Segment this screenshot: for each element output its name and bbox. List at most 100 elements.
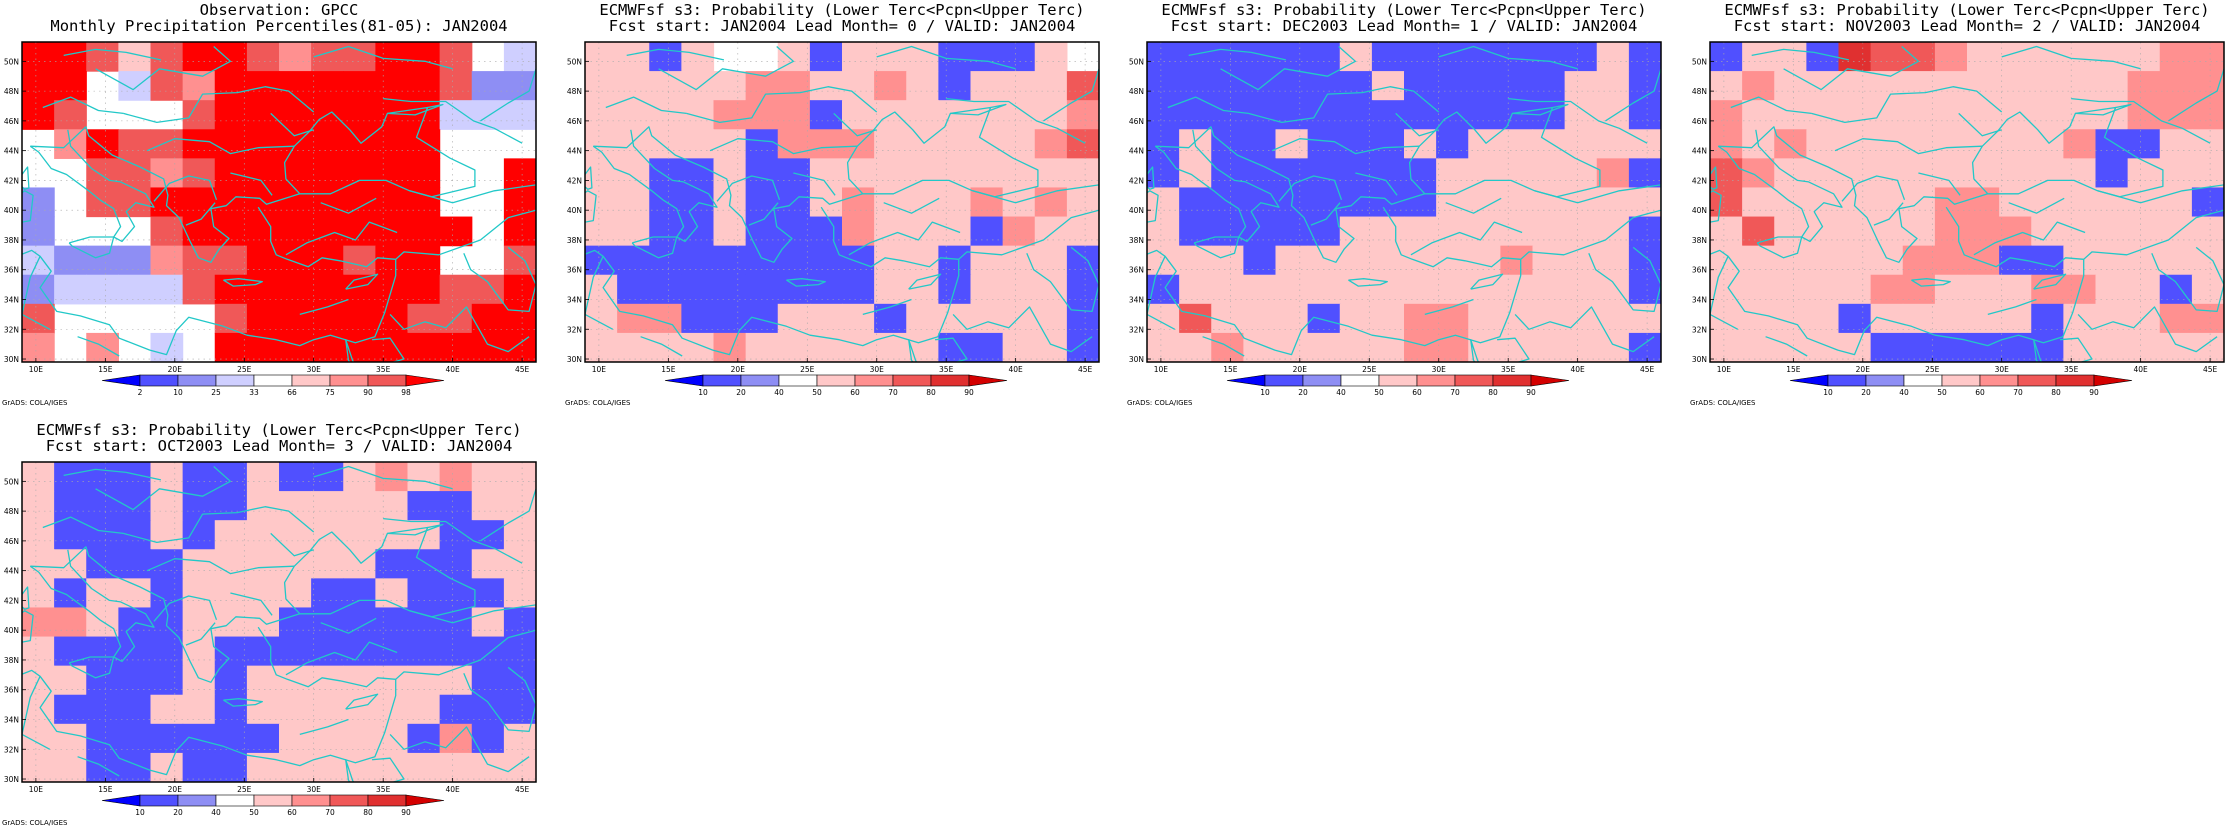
coastline <box>2077 306 2218 353</box>
grid-cell <box>1742 274 1775 305</box>
grid-cell <box>118 607 152 638</box>
grid-cell <box>1902 187 1936 218</box>
grid-cell <box>54 665 87 696</box>
lon-tick-label: 45E <box>515 365 530 374</box>
lon-tick-label: 15E <box>1223 365 1238 374</box>
grid-cell <box>471 491 505 521</box>
coastline <box>1873 202 1904 226</box>
grid-cell <box>1596 129 1630 159</box>
grid-cell <box>1838 71 1872 101</box>
coastline <box>345 273 379 290</box>
colorbar-label: 40 <box>774 388 784 397</box>
grid-cell <box>713 129 747 159</box>
grid-cell <box>1275 216 1309 247</box>
grid-cell <box>970 332 1004 362</box>
grid-cell <box>1500 71 1534 101</box>
map-frame <box>21 461 537 783</box>
grid-cell <box>1243 274 1277 305</box>
grid-cell <box>1564 158 1598 189</box>
grid-cell <box>86 42 119 72</box>
lat-tick-label: 38N <box>4 236 19 245</box>
coastline <box>1783 46 1920 91</box>
grid-cell <box>54 462 87 492</box>
coastline <box>1193 236 1240 259</box>
grid-cell <box>777 71 811 101</box>
grid-cell <box>1179 187 1212 218</box>
coastline <box>1973 221 2086 256</box>
graticule <box>22 462 536 782</box>
grid-cell <box>2127 100 2161 130</box>
colorbar-1: 2 10 25 33 66 75 90 98 <box>101 374 445 397</box>
coastline <box>63 468 162 481</box>
grid-cell <box>906 187 939 218</box>
lon-tick-label: 25E <box>237 365 252 374</box>
grid-cell <box>54 520 87 550</box>
lon-tick-label: 35E <box>376 365 391 374</box>
coastline <box>389 306 530 353</box>
colorbar-label: 25 <box>211 388 221 397</box>
coastline <box>77 336 120 357</box>
coastline <box>658 46 795 91</box>
lon-tick-label: 40E <box>446 785 461 794</box>
grid-cell <box>1275 274 1309 305</box>
grid-cell <box>1243 332 1277 362</box>
lat-tick-label: 50N <box>4 477 19 486</box>
colorbar-box <box>1454 374 1494 387</box>
lon-tick-label: 25E <box>237 785 252 794</box>
coastline <box>1438 45 1578 70</box>
grid-cell <box>311 462 344 492</box>
grid-cell <box>375 549 409 579</box>
grid-cell <box>246 129 280 159</box>
grid-cell <box>1742 100 1775 130</box>
grid-cell <box>503 752 536 782</box>
grid-cell <box>1532 303 1566 334</box>
coastlines <box>1147 45 1661 362</box>
grid-cell <box>343 694 376 725</box>
colorbar-label: 20 <box>1298 388 1308 397</box>
coastline <box>2151 246 2224 313</box>
grid-cell <box>1404 158 1437 189</box>
grid-cell <box>54 694 87 725</box>
lon-tick-label: 20E <box>168 365 183 374</box>
lon-tick-label: 20E <box>168 785 183 794</box>
lon-tick-label: 25E <box>1362 365 1377 374</box>
lon-tick-label: 15E <box>98 785 113 794</box>
lat-tick-label: 30N <box>4 355 19 364</box>
grid-cell <box>649 100 682 130</box>
grid-cell <box>407 462 441 492</box>
grid-cell <box>86 274 119 305</box>
grid-cell <box>54 491 87 521</box>
grid-cell <box>2191 274 2224 305</box>
grid-cell <box>182 274 216 305</box>
grid-cell <box>279 578 312 609</box>
grid-cell <box>86 665 119 696</box>
lat-tick-label: 42N <box>4 596 19 605</box>
grid-cell <box>1564 71 1598 101</box>
lat-tick-label: 30N <box>4 775 19 784</box>
grid-cell <box>503 158 536 189</box>
grid-cell <box>1564 216 1598 247</box>
grid-cell <box>279 636 312 667</box>
grid-cell <box>970 129 1004 159</box>
grid-cell <box>1243 303 1277 334</box>
grid-cell <box>1999 129 2032 159</box>
grid-cell <box>1371 274 1405 305</box>
coastline <box>640 336 683 357</box>
grid-cell <box>407 158 441 189</box>
grid-cell <box>279 694 312 725</box>
colorbar-4: 10 20 40 50 60 70 80 90 <box>1789 374 2133 397</box>
grid-cell <box>471 274 505 305</box>
grid-cell <box>1211 71 1244 101</box>
grid-cell <box>311 491 344 521</box>
grid-cell <box>375 42 409 72</box>
grid-cell <box>2031 303 2064 334</box>
grid-cell <box>1147 42 1180 72</box>
grid-cell <box>1404 332 1437 362</box>
grid-cell <box>938 71 972 101</box>
colorbar-label: 70 <box>888 388 898 397</box>
grid-cell <box>22 462 55 492</box>
grid-cell <box>22 42 55 72</box>
grid-cell <box>503 520 536 550</box>
lat-tick-label: 32N <box>4 325 19 334</box>
lon-tick-label: 30E <box>1432 365 1447 374</box>
